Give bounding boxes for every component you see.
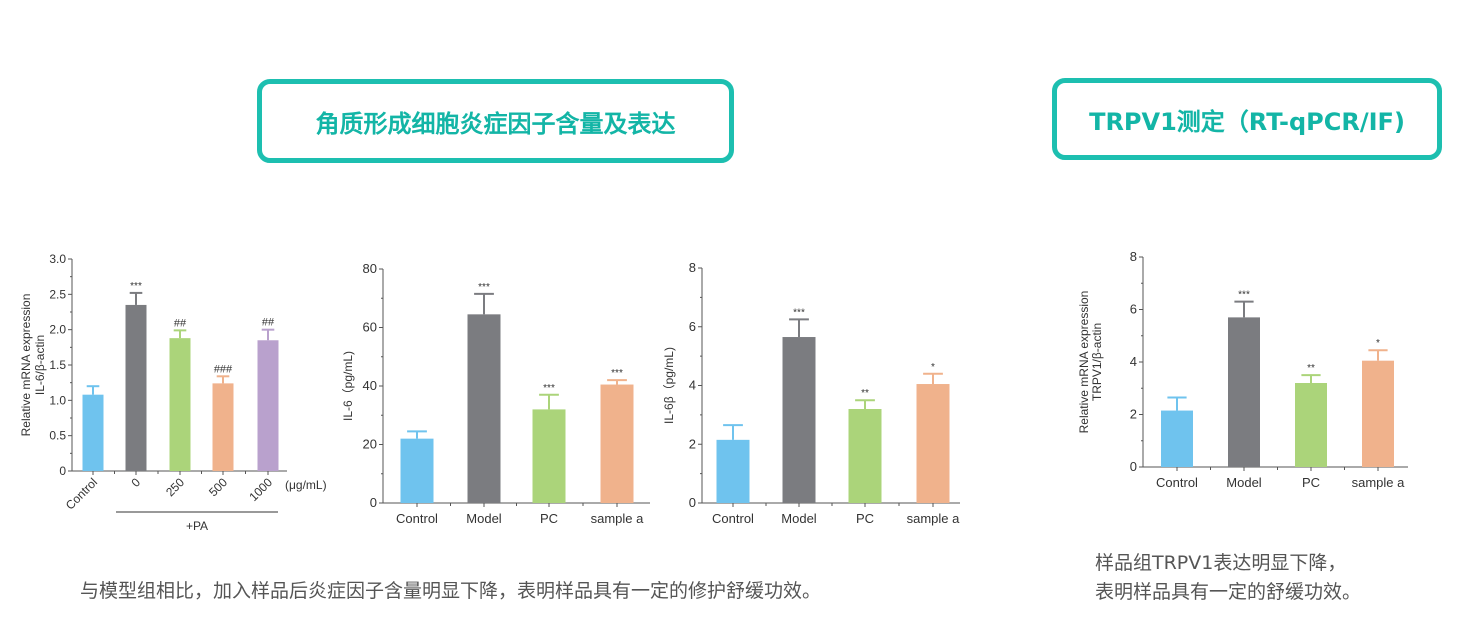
significance-mark: *** bbox=[130, 281, 142, 292]
y-axis-label: IL-6/β-actin bbox=[33, 335, 47, 395]
significance-mark: *** bbox=[478, 282, 490, 293]
x-tick-label: sample a bbox=[1352, 475, 1406, 490]
bar-pc bbox=[848, 409, 882, 503]
x-tick-label: Control bbox=[712, 511, 754, 526]
group-label: +PA bbox=[186, 519, 208, 533]
significance-mark: ## bbox=[262, 317, 275, 329]
bar-model bbox=[782, 337, 816, 503]
bar-pc bbox=[532, 409, 566, 503]
bar-sample-a bbox=[600, 384, 634, 503]
header-box-trpv1: TRPV1测定（RT-qPCR/IF) bbox=[1052, 78, 1442, 160]
bar-model bbox=[467, 314, 501, 503]
y-tick-label: 0 bbox=[370, 495, 377, 510]
significance-mark: ** bbox=[861, 388, 869, 399]
significance-mark: * bbox=[1376, 338, 1380, 349]
significance-mark: *** bbox=[793, 307, 805, 318]
caption-right-line2: 表明样品具有一定的舒缓功效。 bbox=[1095, 581, 1362, 603]
significance-mark: ## bbox=[174, 317, 187, 329]
significance-mark: ** bbox=[1307, 363, 1315, 374]
x-tick-label: Model bbox=[466, 511, 502, 526]
bar-500 bbox=[212, 383, 234, 471]
y-tick-label: 0 bbox=[1130, 459, 1137, 474]
bar-250 bbox=[169, 338, 191, 471]
bar-sample-a bbox=[916, 384, 950, 503]
y-tick-label: 8 bbox=[689, 260, 696, 275]
y-tick-label: 40 bbox=[363, 378, 377, 393]
y-tick-label: 1.0 bbox=[49, 393, 66, 407]
x-tick-label: Model bbox=[1226, 475, 1262, 490]
y-tick-label: 6 bbox=[689, 319, 696, 334]
y-tick-label: 3.0 bbox=[49, 252, 66, 266]
y-tick-label: 0 bbox=[59, 464, 66, 478]
y-tick-label: 80 bbox=[363, 261, 377, 276]
x-tick-label: 250 bbox=[163, 475, 187, 499]
y-tick-label: 2 bbox=[689, 436, 696, 451]
x-tick-label: PC bbox=[856, 511, 874, 526]
bar-control bbox=[82, 394, 104, 471]
bar-control bbox=[716, 439, 750, 503]
y-axis-label: TRPV1/β-actin bbox=[1090, 323, 1104, 401]
x-tick-label: Control bbox=[1156, 475, 1198, 490]
y-tick-label: 2.0 bbox=[49, 323, 66, 337]
x-tick-label: 0 bbox=[128, 475, 143, 490]
significance-mark: *** bbox=[611, 368, 623, 379]
y-axis-label: Relative mRNA expression bbox=[1077, 291, 1091, 434]
x-tick-label: PC bbox=[540, 511, 558, 526]
bar-1000 bbox=[257, 340, 279, 471]
y-tick-label: 60 bbox=[363, 320, 377, 335]
y-tick-label: 0.5 bbox=[49, 429, 66, 443]
significance-mark: ### bbox=[214, 363, 233, 375]
y-tick-label: 6 bbox=[1130, 302, 1137, 317]
y-tick-label: 2.5 bbox=[49, 287, 66, 301]
y-axis-label: IL-6β（pg/mL) bbox=[662, 347, 676, 424]
bar-model bbox=[1228, 317, 1260, 467]
x-unit-label: (μg/mL) bbox=[285, 478, 327, 492]
x-tick-label: 1000 bbox=[246, 475, 275, 504]
caption-right-line1: 样品组TRPV1表达明显下降， bbox=[1095, 552, 1347, 574]
y-axis-label: IL-6（pg/mL) bbox=[341, 351, 355, 421]
header-title-inflammation: 角质形成细胞炎症因子含量及表达 bbox=[315, 109, 676, 138]
bar-sample-a bbox=[1362, 360, 1394, 467]
significance-mark: *** bbox=[543, 383, 555, 394]
y-axis-label: Relative mRNA expression bbox=[19, 294, 33, 437]
bar-0 bbox=[125, 304, 147, 471]
y-tick-label: 20 bbox=[363, 437, 377, 452]
y-tick-label: 2 bbox=[1130, 407, 1137, 422]
header-box-inflammation: 角质形成细胞炎症因子含量及表达 bbox=[257, 79, 734, 163]
x-tick-label: sample a bbox=[907, 511, 961, 526]
x-tick-label: Control bbox=[396, 511, 438, 526]
header-title-trpv1: TRPV1测定（RT-qPCR/IF) bbox=[1089, 107, 1405, 136]
bar-control bbox=[400, 438, 434, 503]
bar-pc bbox=[1295, 383, 1327, 467]
y-tick-label: 1.5 bbox=[49, 358, 66, 372]
bar-control bbox=[1161, 410, 1193, 467]
y-tick-label: 8 bbox=[1130, 249, 1137, 264]
significance-mark: * bbox=[931, 362, 935, 373]
caption-left: 与模型组相比，加入样品后炎症因子含量明显下降，表明样品具有一定的修护舒缓功效。 bbox=[80, 580, 822, 602]
y-tick-label: 4 bbox=[689, 378, 696, 393]
significance-mark: *** bbox=[1238, 290, 1250, 301]
x-tick-label: Model bbox=[781, 511, 817, 526]
x-tick-label: sample a bbox=[591, 511, 645, 526]
y-tick-label: 4 bbox=[1130, 354, 1137, 369]
x-tick-label: PC bbox=[1302, 475, 1320, 490]
x-tick-label: 500 bbox=[206, 475, 230, 499]
y-tick-label: 0 bbox=[689, 495, 696, 510]
x-tick-label: Control bbox=[63, 475, 100, 512]
